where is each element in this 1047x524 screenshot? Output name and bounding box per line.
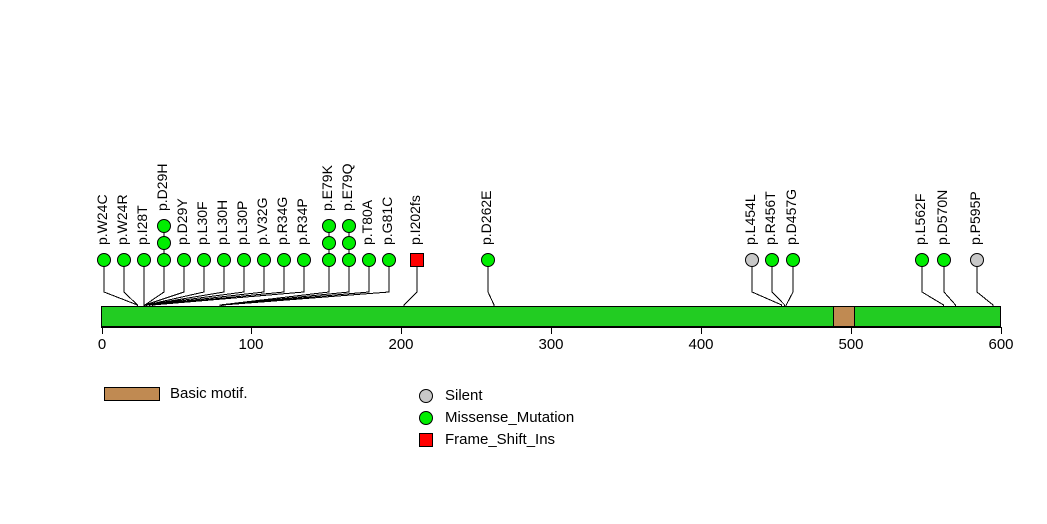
- protein-backbone: [101, 306, 1001, 327]
- mutation-label-pD457G: p.D457G: [783, 188, 799, 245]
- mutation-marker-pE79K[interactable]: [322, 236, 336, 250]
- mutation-label-pT80A: p.T80A: [359, 199, 375, 245]
- x-axis-tick-100: [251, 327, 252, 334]
- mutation-label-pW24C: p.W24C: [94, 194, 110, 245]
- x-axis-tick-label-300: 300: [538, 336, 564, 353]
- x-axis-tick-600: [1001, 327, 1002, 334]
- mutation-marker-pD457G[interactable]: [786, 253, 800, 267]
- mutation-marker-pD29H[interactable]: [157, 236, 171, 250]
- mutation-marker-pR456T[interactable]: [765, 253, 779, 267]
- mutation-label-pL562F: p.L562F: [912, 193, 928, 245]
- mutation-label-pL30P: p.L30P: [234, 200, 250, 245]
- mutation-marker-pD29Y[interactable]: [177, 253, 191, 267]
- mutation-marker-pD262E[interactable]: [481, 253, 495, 267]
- legend-swatch-missense-mutation: [419, 411, 433, 425]
- legend-swatch-frame-shift-ins: [419, 433, 433, 447]
- mutation-marker-pW24R[interactable]: [117, 253, 131, 267]
- mutation-label-pP595P: p.P595P: [967, 191, 983, 245]
- mutation-label-pD262E: p.D262E: [478, 190, 494, 245]
- x-axis-tick-300: [551, 327, 552, 334]
- x-axis-tick-500: [851, 327, 852, 334]
- mutation-marker-pL454L[interactable]: [745, 253, 759, 267]
- mutation-label-pR456T: p.R456T: [762, 191, 778, 245]
- legend-swatch-silent: [419, 389, 433, 403]
- mutation-marker-pE79Q[interactable]: [342, 253, 356, 267]
- mutation-marker-pD570N[interactable]: [937, 253, 951, 267]
- mutation-label-pV32G: p.V32G: [254, 197, 270, 245]
- mutation-marker-pE79K[interactable]: [322, 219, 336, 233]
- mutation-label-pL454L: p.L454L: [742, 194, 758, 245]
- mutation-marker-pL562F[interactable]: [915, 253, 929, 267]
- mutation-marker-pI202fs[interactable]: [410, 253, 424, 267]
- mutation-label-pE79K: p.E79K: [319, 165, 335, 211]
- x-axis-tick-400: [701, 327, 702, 334]
- mutation-label-pR34G: p.R34G: [274, 196, 290, 245]
- mutation-marker-pL30H[interactable]: [217, 253, 231, 267]
- mutation-label-pW24R: p.W24R: [114, 194, 130, 245]
- mutation-label-pD29Y: p.D29Y: [174, 198, 190, 245]
- mutation-marker-pV32G[interactable]: [257, 253, 271, 267]
- legend-label-basic-motif: Basic motif.: [170, 385, 248, 402]
- x-axis-tick-label-0: 0: [97, 336, 107, 353]
- mutation-label-pI28T: p.I28T: [134, 205, 150, 245]
- x-axis-tick-label-100: 100: [238, 336, 264, 353]
- x-axis-tick-0: [102, 327, 103, 334]
- protein-domain-0: [832, 306, 856, 327]
- mutation-marker-pW24C[interactable]: [97, 253, 111, 267]
- mutation-label-pR34P: p.R34P: [294, 198, 310, 245]
- mutation-label-pI202fs: p.I202fs: [407, 195, 423, 245]
- mutation-marker-pI28T[interactable]: [137, 253, 151, 267]
- x-axis-tick-label-200: 200: [388, 336, 414, 353]
- mutation-label-pL30F: p.L30F: [194, 201, 210, 245]
- mutation-marker-pL30P[interactable]: [237, 253, 251, 267]
- mutation-marker-pE79Q[interactable]: [342, 236, 356, 250]
- legend-label-missense-mutation: Missense_Mutation: [445, 409, 575, 426]
- mutation-marker-pL30F[interactable]: [197, 253, 211, 267]
- mutation-marker-pR34P[interactable]: [297, 253, 311, 267]
- x-axis-tick-label-600: 600: [988, 336, 1014, 353]
- legend-swatch-basic-motif: [104, 387, 160, 401]
- x-axis-tick-label-400: 400: [688, 336, 714, 353]
- mutation-label-pD570N: p.D570N: [934, 189, 950, 245]
- mutation-label-pD29H: p.D29H: [154, 163, 170, 211]
- mutation-marker-pR34G[interactable]: [277, 253, 291, 267]
- mutation-marker-pP595P[interactable]: [970, 253, 984, 267]
- mutation-marker-pE79Q[interactable]: [342, 219, 356, 233]
- mutation-marker-pE79K[interactable]: [322, 253, 336, 267]
- mutation-marker-pD29H[interactable]: [157, 253, 171, 267]
- mutation-marker-pG81C[interactable]: [382, 253, 396, 267]
- legend-label-frame-shift-ins: Frame_Shift_Ins: [445, 431, 556, 448]
- mutation-label-pE79Q: p.E79Q: [339, 163, 355, 211]
- mutation-label-pG81C: p.G81C: [379, 196, 395, 245]
- mutation-marker-pT80A[interactable]: [362, 253, 376, 267]
- mutation-marker-pD29H[interactable]: [157, 219, 171, 233]
- legend-label-silent: Silent: [445, 387, 483, 404]
- x-axis-tick-200: [401, 327, 402, 334]
- mutation-label-pL30H: p.L30H: [214, 199, 230, 245]
- x-axis-tick-label-500: 500: [838, 336, 864, 353]
